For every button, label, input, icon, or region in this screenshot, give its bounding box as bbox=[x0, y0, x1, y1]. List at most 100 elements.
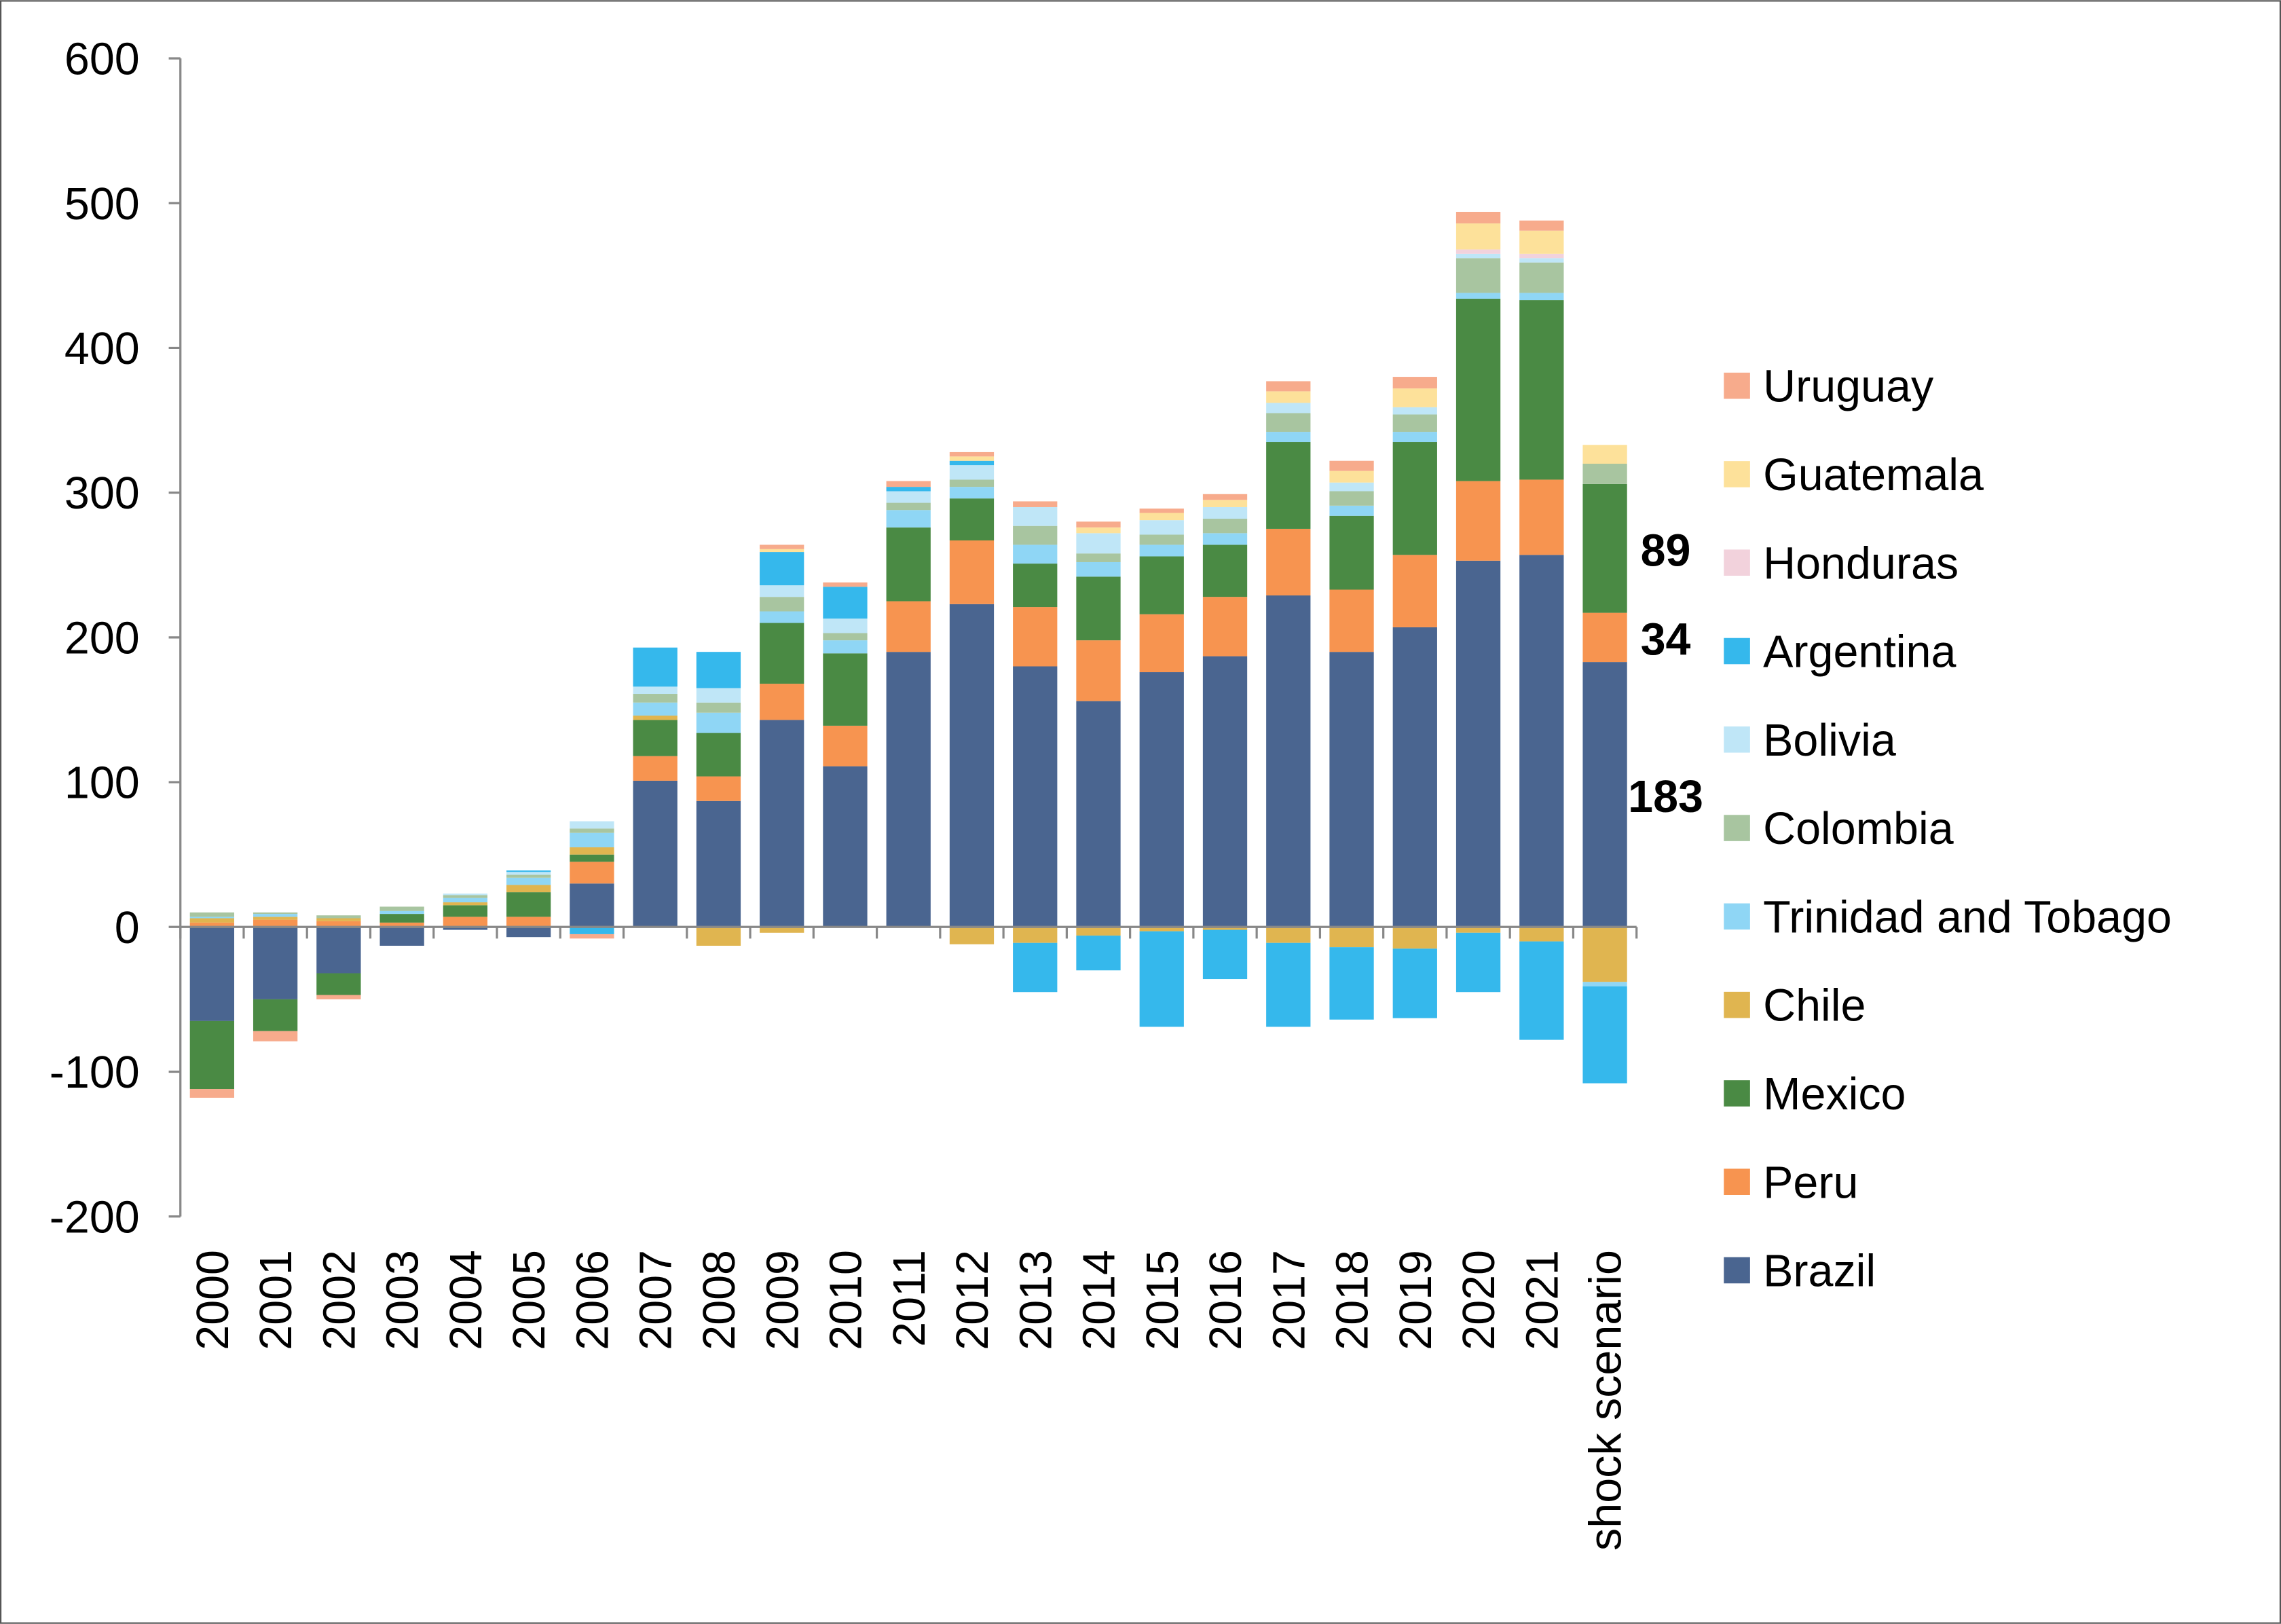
bar-segment bbox=[1266, 432, 1311, 443]
bar-segment bbox=[316, 915, 361, 919]
bar-segment bbox=[886, 487, 931, 492]
bar-segment bbox=[570, 883, 614, 927]
x-tick-label: 2021 bbox=[1517, 1250, 1568, 1350]
bar-segment bbox=[443, 917, 488, 927]
legend-swatch bbox=[1724, 726, 1750, 753]
bar-segment bbox=[949, 604, 995, 927]
x-tick-label: 2008 bbox=[694, 1250, 745, 1350]
bar-segment bbox=[1266, 442, 1311, 529]
legend-label: Bolivia bbox=[1763, 716, 1896, 766]
bar-segment bbox=[1329, 470, 1374, 483]
bar-segment bbox=[1076, 701, 1121, 927]
bar-segment bbox=[1455, 258, 1501, 293]
bar-segment bbox=[1202, 500, 1248, 507]
legend-swatch bbox=[1724, 372, 1750, 399]
bar-segment bbox=[379, 910, 424, 915]
bar-segment bbox=[1519, 293, 1564, 301]
legend-label: Chile bbox=[1763, 981, 1866, 1031]
bar-segment bbox=[1013, 506, 1058, 526]
x-tick-label: 2016 bbox=[1201, 1250, 1251, 1350]
bar-segment bbox=[886, 491, 931, 503]
bar-segment bbox=[823, 619, 868, 633]
bar-segment bbox=[1139, 556, 1184, 614]
bar-segment bbox=[253, 927, 298, 999]
legend-swatch bbox=[1724, 815, 1750, 841]
bar-segment bbox=[633, 702, 678, 716]
y-tick-label: 400 bbox=[64, 324, 140, 374]
bar-segment bbox=[443, 902, 488, 906]
bar-segment bbox=[189, 1089, 234, 1098]
x-tick-label: 2015 bbox=[1138, 1250, 1188, 1350]
bar-segment bbox=[1076, 533, 1121, 554]
bar-segment bbox=[1076, 527, 1121, 534]
bar-segment bbox=[1266, 403, 1311, 413]
y-tick-label: 100 bbox=[64, 758, 140, 809]
bar-segment bbox=[823, 587, 868, 619]
y-tick-label: 200 bbox=[64, 613, 140, 663]
legend-swatch bbox=[1724, 1080, 1750, 1107]
bar-segment bbox=[1392, 407, 1437, 415]
bar-segment bbox=[760, 597, 804, 612]
bar-segment bbox=[506, 874, 551, 878]
bar-segment bbox=[1076, 640, 1121, 701]
bar-segment bbox=[633, 694, 678, 703]
legend-label: Honduras bbox=[1763, 538, 1959, 589]
bar-segment bbox=[1329, 482, 1374, 492]
y-tick-label: 300 bbox=[64, 468, 140, 519]
x-tick-label: 2012 bbox=[948, 1250, 998, 1350]
bar-segment bbox=[189, 1020, 234, 1090]
legend-swatch bbox=[1724, 1257, 1750, 1284]
bar-segment bbox=[1202, 927, 1248, 930]
bar-segment bbox=[1455, 223, 1501, 250]
bar-segment bbox=[570, 828, 614, 833]
bar-segment bbox=[443, 895, 488, 898]
bar-segment bbox=[253, 919, 298, 927]
data-label: 34 bbox=[1641, 615, 1691, 665]
x-tick-label: 2001 bbox=[251, 1250, 301, 1350]
bar-segment bbox=[1329, 947, 1374, 1020]
bar-segment bbox=[696, 702, 741, 713]
bar-segment bbox=[443, 893, 488, 896]
bar-segment bbox=[1266, 595, 1311, 927]
bar-segment bbox=[1076, 561, 1121, 577]
bar-segment bbox=[1013, 607, 1058, 667]
bar-segment bbox=[1329, 589, 1374, 652]
y-tick-label: 600 bbox=[64, 35, 140, 85]
bar-segment bbox=[886, 502, 931, 511]
bar-segment bbox=[1076, 521, 1121, 528]
bar-segment bbox=[1582, 986, 1627, 1084]
bar-segment bbox=[1455, 298, 1501, 481]
legend-label: Brazil bbox=[1763, 1247, 1876, 1297]
bar-segment bbox=[1329, 460, 1374, 471]
bar-segment bbox=[1582, 464, 1627, 484]
bar-segment bbox=[823, 640, 868, 654]
y-tick-label: -200 bbox=[50, 1192, 140, 1242]
bar-segment bbox=[1202, 494, 1248, 500]
x-tick-label: 2000 bbox=[188, 1250, 238, 1350]
bar-segment bbox=[760, 623, 804, 684]
bar-segment bbox=[760, 549, 804, 553]
bar-segment bbox=[633, 756, 678, 781]
bar-segment bbox=[1582, 612, 1627, 663]
bar-segment bbox=[253, 917, 298, 920]
bar-segment bbox=[1202, 545, 1248, 597]
bar-segment bbox=[1013, 525, 1058, 545]
bar-segment bbox=[886, 652, 931, 927]
bar-segment bbox=[1519, 555, 1564, 927]
bar-segment bbox=[760, 545, 804, 549]
bar-segment bbox=[189, 927, 234, 1021]
bar-segment bbox=[1392, 432, 1437, 443]
bar-segment bbox=[506, 892, 551, 917]
bar-segment bbox=[189, 922, 234, 927]
bar-segment bbox=[1455, 932, 1501, 993]
bar-segment bbox=[1582, 483, 1627, 613]
bar-segment bbox=[949, 927, 995, 944]
bar-segment bbox=[886, 527, 931, 602]
bar-segment bbox=[696, 733, 741, 777]
bar-segment bbox=[949, 479, 995, 487]
bar-segment bbox=[1329, 491, 1374, 506]
bar-segment bbox=[1266, 413, 1311, 432]
bar-segment bbox=[253, 1031, 298, 1041]
bar-segment bbox=[886, 481, 931, 487]
